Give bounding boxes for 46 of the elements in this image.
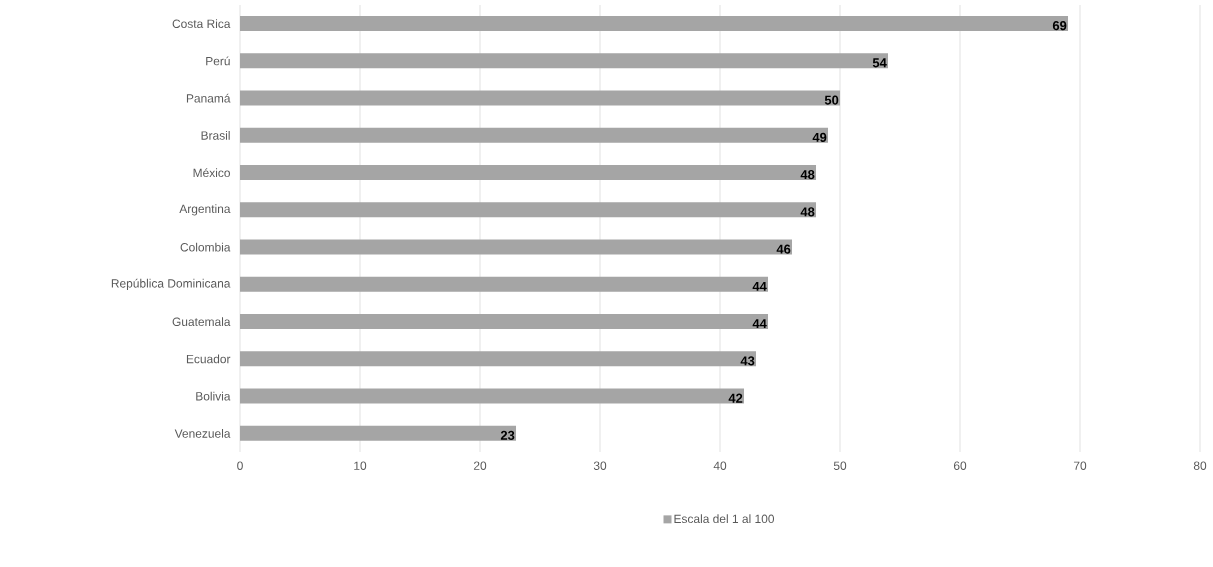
y-tick-label: Brasil [201,130,230,140]
data-label: 69 [1052,21,1067,31]
bar [240,314,769,330]
y-tick-label: Perú [206,56,230,66]
x-tick-label: 10 [354,461,367,470]
y-tick-label: Venezuela [174,428,231,438]
data-label: 46 [776,244,791,254]
x-tick-label: 30 [593,461,607,470]
data-label: 50 [824,95,839,105]
y-tick-label: Ecuador [186,354,231,364]
bar [240,239,793,255]
x-tick-label: 20 [473,461,487,470]
x-tick-label: 0 [237,461,243,470]
bar [240,165,817,181]
x-tick-label: 80 [1193,461,1207,470]
bar [240,53,889,69]
y-tick-label: República Dominicana [111,278,231,291]
y-tick-label: México [193,168,230,178]
bar [240,351,757,367]
y-tick-label: Costa Rica [172,19,231,28]
data-label: 48 [800,170,815,180]
x-tick-label: 50 [833,461,847,470]
legend-label: Escala del 1 al 100 [674,514,775,524]
y-tick-label: Colombia [180,242,231,252]
data-label: 44 [752,319,767,329]
y-tick-label: Bolivia [196,391,231,401]
bar [240,16,1069,32]
data-label: 54 [872,58,887,68]
x-tick-label: 40 [713,461,727,470]
bar [240,425,517,441]
data-label: 48 [800,207,815,217]
bar [240,276,769,292]
data-label: 42 [728,393,743,403]
x-tick-label: 70 [1073,461,1087,470]
y-tick-label: Panamá [186,93,231,103]
data-label: 49 [812,132,827,142]
data-label: 43 [740,356,755,366]
bar [240,388,745,404]
x-tick-label: 60 [953,461,967,470]
bar [240,202,817,218]
data-label: 44 [752,281,767,291]
y-tick-label: Argentina [179,204,231,216]
bar [240,90,841,106]
data-label: 23 [500,430,515,440]
bar [240,127,829,143]
y-tick-label: Guatemala [172,317,231,326]
